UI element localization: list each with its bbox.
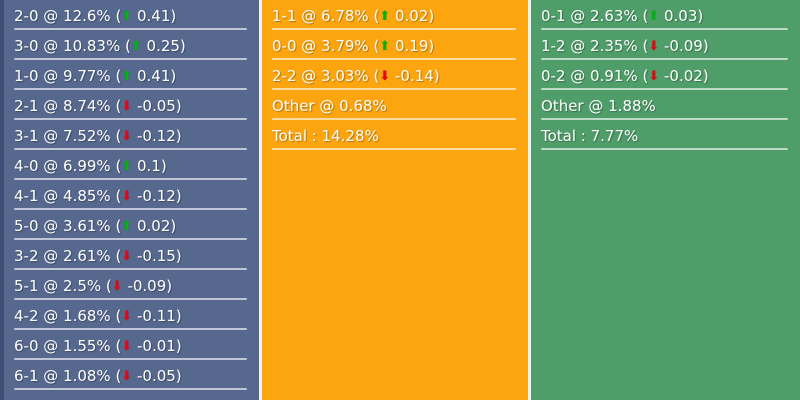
score-row-2-0: 2-0 @ 12.6% (⬆ 0.41) <box>4 1 259 31</box>
change-value-text: 0.19) <box>390 37 435 55</box>
down-arrow-icon: ⬇ <box>648 38 660 54</box>
score-row-0-0: 0-0 @ 3.79% (⬆ 0.19) <box>262 31 528 61</box>
up-arrow-icon: ⬆ <box>648 8 660 24</box>
change-value-text: 0.02) <box>132 217 177 235</box>
change-value-text: -0.09) <box>122 277 173 295</box>
score-row-6-0: 6-0 @ 1.55% (⬇ -0.01) <box>4 331 259 361</box>
score-probability-text: 3-0 @ 10.83% ( <box>14 37 131 55</box>
score-probability-text: 3-2 @ 2.61% ( <box>14 247 122 265</box>
score-row-5-1: 5-1 @ 2.5% (⬇ -0.09) <box>4 271 259 301</box>
score-row-6-1: 6-1 @ 1.08% (⬇ -0.05) <box>4 361 259 391</box>
score-row-2-2: 2-2 @ 3.03% (⬇ -0.14) <box>262 61 528 91</box>
down-arrow-icon: ⬇ <box>648 68 660 84</box>
score-probability-text: 0-1 @ 2.63% ( <box>541 7 649 25</box>
down-arrow-icon: ⬇ <box>121 368 133 384</box>
total-row: Total : 14.28% <box>262 121 528 151</box>
draw-scores-panel: 1-1 @ 6.78% (⬆ 0.02) 0-0 @ 3.79% (⬆ 0.19)… <box>262 0 528 400</box>
score-probability-text: 2-2 @ 3.03% ( <box>272 67 380 85</box>
down-arrow-icon: ⬇ <box>121 188 133 204</box>
score-probability-text: 5-0 @ 3.61% ( <box>14 217 122 235</box>
down-arrow-icon: ⬇ <box>121 248 133 264</box>
score-probability-text: 6-1 @ 1.08% ( <box>14 367 122 385</box>
change-value-text: -0.05) <box>132 367 182 385</box>
score-probability-text: 0-0 @ 3.79% ( <box>272 37 380 55</box>
score-row-4-0: 4-0 @ 6.99% (⬆ 0.1) <box>4 151 259 181</box>
up-arrow-icon: ⬆ <box>121 158 133 174</box>
score-row-5-0: 5-0 @ 3.61% (⬆ 0.02) <box>4 211 259 241</box>
score-probability-text: 1-2 @ 2.35% ( <box>541 37 649 55</box>
score-probability-text: 4-1 @ 4.85% ( <box>14 187 122 205</box>
score-probability-text: 1-1 @ 6.78% ( <box>272 7 380 25</box>
score-probability-text: 0-2 @ 0.91% ( <box>541 67 649 85</box>
score-row-1-0: 1-0 @ 9.77% (⬆ 0.41) <box>4 61 259 91</box>
score-row-1-2: 1-2 @ 2.35% (⬇ -0.09) <box>531 31 800 61</box>
score-row-0-2: 0-2 @ 0.91% (⬇ -0.02) <box>531 61 800 91</box>
down-arrow-icon: ⬇ <box>121 98 133 114</box>
change-value-text: 0.41) <box>132 67 177 85</box>
up-arrow-icon: ⬆ <box>121 68 133 84</box>
down-arrow-icon: ⬇ <box>121 308 133 324</box>
score-row-3-0: 3-0 @ 10.83% (⬆ 0.25) <box>4 31 259 61</box>
score-row-2-1: 2-1 @ 8.74% (⬇ -0.05) <box>4 91 259 121</box>
score-probability-text: 5-1 @ 2.5% ( <box>14 277 112 295</box>
total-row: Total : 7.77% <box>531 121 800 151</box>
score-row-4-1: 4-1 @ 4.85% (⬇ -0.12) <box>4 181 259 211</box>
change-value-text: 0.25) <box>141 37 186 55</box>
score-probability-text: 1-0 @ 9.77% ( <box>14 67 122 85</box>
home-win-scores-panel: 2-0 @ 12.6% (⬆ 0.41) 3-0 @ 10.83% (⬆ 0.25… <box>0 0 259 400</box>
up-arrow-icon: ⬆ <box>379 38 391 54</box>
score-row-3-1: 3-1 @ 7.52% (⬇ -0.12) <box>4 121 259 151</box>
score-probability-text: 2-0 @ 12.6% ( <box>14 7 122 25</box>
down-arrow-icon: ⬇ <box>379 68 391 84</box>
change-value-text: -0.01) <box>132 337 182 355</box>
change-value-text: 0.02) <box>390 7 435 25</box>
score-row-1-1: 1-1 @ 6.78% (⬆ 0.02) <box>262 1 528 31</box>
up-arrow-icon: ⬆ <box>130 38 142 54</box>
change-value-text: -0.15) <box>132 247 182 265</box>
score-probability-text: 4-0 @ 6.99% ( <box>14 157 122 175</box>
score-row-3-2: 3-2 @ 2.61% (⬇ -0.15) <box>4 241 259 271</box>
score-probability-text: 4-2 @ 1.68% ( <box>14 307 122 325</box>
other-row: Other @ 0.68% <box>262 91 528 121</box>
down-arrow-icon: ⬇ <box>121 338 133 354</box>
down-arrow-icon: ⬇ <box>111 278 123 294</box>
up-arrow-icon: ⬆ <box>379 8 391 24</box>
change-value-text: 0.41) <box>132 7 177 25</box>
change-value-text: -0.05) <box>132 97 182 115</box>
change-value-text: -0.09) <box>659 37 709 55</box>
change-value-text: -0.02) <box>659 67 709 85</box>
away-win-scores-panel: 0-1 @ 2.63% (⬆ 0.03) 1-2 @ 2.35% (⬇ -0.09… <box>531 0 800 400</box>
change-value-text: -0.11) <box>132 307 182 325</box>
score-probability-text: 3-1 @ 7.52% ( <box>14 127 122 145</box>
score-probability-text: 6-0 @ 1.55% ( <box>14 337 122 355</box>
up-arrow-icon: ⬆ <box>121 218 133 234</box>
up-arrow-icon: ⬆ <box>121 8 133 24</box>
change-value-text: -0.14) <box>390 67 440 85</box>
score-row-0-1: 0-1 @ 2.63% (⬆ 0.03) <box>531 1 800 31</box>
change-value-text: -0.12) <box>132 187 182 205</box>
down-arrow-icon: ⬇ <box>121 128 133 144</box>
score-row-4-2: 4-2 @ 1.68% (⬇ -0.11) <box>4 301 259 331</box>
other-row: Other @ 1.88% <box>531 91 800 121</box>
change-value-text: -0.12) <box>132 127 182 145</box>
score-probability-text: 2-1 @ 8.74% ( <box>14 97 122 115</box>
change-value-text: 0.1) <box>132 157 167 175</box>
change-value-text: 0.03) <box>659 7 704 25</box>
